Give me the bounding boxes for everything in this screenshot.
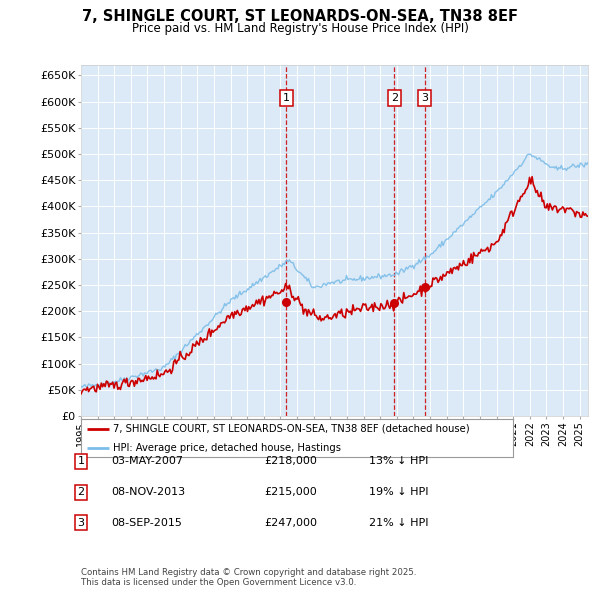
Text: 1: 1 (77, 457, 85, 466)
Text: £215,000: £215,000 (264, 487, 317, 497)
Text: 21% ↓ HPI: 21% ↓ HPI (369, 518, 428, 527)
Text: 3: 3 (77, 518, 85, 527)
Text: 13% ↓ HPI: 13% ↓ HPI (369, 457, 428, 466)
Text: HPI: Average price, detached house, Hastings: HPI: Average price, detached house, Hast… (113, 443, 341, 453)
Text: 7, SHINGLE COURT, ST LEONARDS-ON-SEA, TN38 8EF (detached house): 7, SHINGLE COURT, ST LEONARDS-ON-SEA, TN… (113, 424, 470, 434)
Text: 03-MAY-2007: 03-MAY-2007 (111, 457, 183, 466)
Text: 7, SHINGLE COURT, ST LEONARDS-ON-SEA, TN38 8EF: 7, SHINGLE COURT, ST LEONARDS-ON-SEA, TN… (82, 9, 518, 24)
Text: Price paid vs. HM Land Registry's House Price Index (HPI): Price paid vs. HM Land Registry's House … (131, 22, 469, 35)
Text: 08-NOV-2013: 08-NOV-2013 (111, 487, 185, 497)
Text: Contains HM Land Registry data © Crown copyright and database right 2025.
This d: Contains HM Land Registry data © Crown c… (81, 568, 416, 587)
Text: £218,000: £218,000 (264, 457, 317, 466)
Text: 19% ↓ HPI: 19% ↓ HPI (369, 487, 428, 497)
Text: 2: 2 (77, 487, 85, 497)
Text: 3: 3 (421, 93, 428, 103)
Text: 2: 2 (391, 93, 398, 103)
Text: 08-SEP-2015: 08-SEP-2015 (111, 518, 182, 527)
Text: 1: 1 (283, 93, 290, 103)
Text: £247,000: £247,000 (264, 518, 317, 527)
